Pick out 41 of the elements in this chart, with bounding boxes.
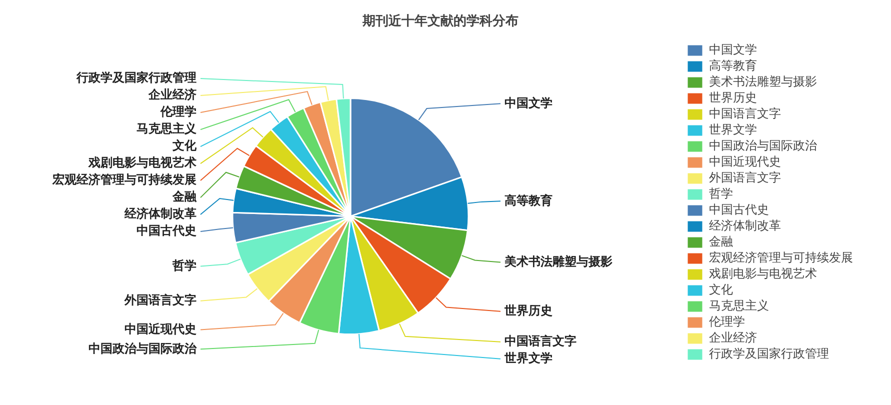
legend-label: 行政学及国家行政管理 xyxy=(709,346,829,361)
slice-label: 中国语言文字 xyxy=(504,334,576,348)
slice-label: 行政学及国家行政管理 xyxy=(76,70,196,85)
slice-label: 高等教育 xyxy=(504,193,552,208)
legend-label: 世界文学 xyxy=(709,122,757,137)
legend-label: 中国古代史 xyxy=(709,202,769,217)
legend-label: 中国文学 xyxy=(709,42,757,57)
legend-label: 外国语言文字 xyxy=(709,170,781,185)
slice-label: 世界文学 xyxy=(504,351,552,366)
slice-label: 金融 xyxy=(172,190,198,204)
slice-label: 文化 xyxy=(172,138,198,153)
legend-label: 美术书法雕塑与摄影 xyxy=(709,74,817,89)
legend-label: 戏剧电影与电视艺术 xyxy=(709,266,817,281)
legend-label: 企业经济 xyxy=(709,330,757,345)
slice-label: 马克思主义 xyxy=(136,122,198,136)
legend-label: 金融 xyxy=(709,234,733,249)
chart-title: 期刊近十年文献的学科分布 xyxy=(362,13,518,30)
slice-label: 戏剧电影与电视艺术 xyxy=(88,156,196,170)
legend-label: 中国政治与国际政治 xyxy=(709,138,817,153)
legend-label: 高等教育 xyxy=(709,58,757,73)
slice-label: 世界历史 xyxy=(504,304,552,318)
slice-label: 美术书法雕塑与摄影 xyxy=(504,254,612,268)
legend-label: 世界历史 xyxy=(709,90,757,105)
legend-label: 伦理学 xyxy=(709,314,745,329)
legend-label: 宏观经济管理与可持续发展 xyxy=(709,250,853,265)
slice-label: 中国古代史 xyxy=(136,224,196,238)
legend-label: 中国近现代史 xyxy=(709,154,781,169)
legend-label: 马克思主义 xyxy=(709,298,769,313)
slice-label: 企业经济 xyxy=(148,88,196,102)
slice-label: 外国语言文字 xyxy=(124,293,196,308)
legend-label: 经济体制改革 xyxy=(709,218,781,233)
slice-label: 经济体制改革 xyxy=(124,206,196,221)
slice-label: 宏观经济管理与可持续发展 xyxy=(52,172,196,187)
slice-label: 中国文学 xyxy=(504,96,552,110)
slice-label: 中国近现代史 xyxy=(124,322,196,336)
legend-label: 哲学 xyxy=(709,186,733,201)
slice-label: 中国政治与国际政治 xyxy=(88,341,198,356)
legend-label: 中国语言文字 xyxy=(709,106,781,121)
slice-label: 伦理学 xyxy=(160,104,196,119)
legend-label: 文化 xyxy=(709,282,733,297)
slice-label: 哲学 xyxy=(172,258,196,272)
